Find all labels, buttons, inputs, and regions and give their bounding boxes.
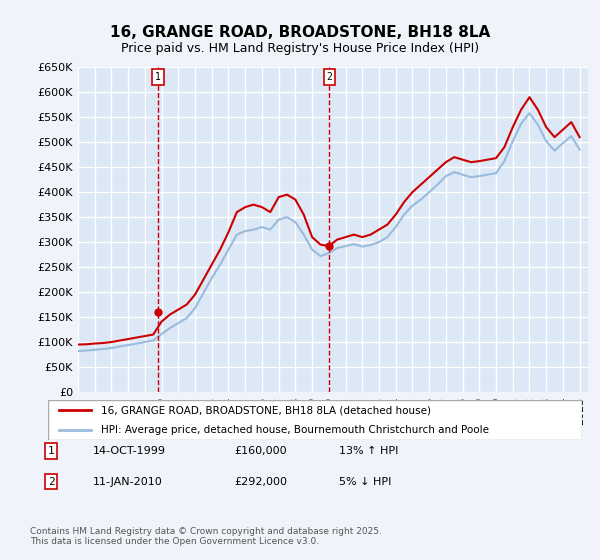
Text: 11-JAN-2010: 11-JAN-2010 bbox=[93, 477, 163, 487]
Text: Price paid vs. HM Land Registry's House Price Index (HPI): Price paid vs. HM Land Registry's House … bbox=[121, 42, 479, 55]
Text: Contains HM Land Registry data © Crown copyright and database right 2025.
This d: Contains HM Land Registry data © Crown c… bbox=[30, 526, 382, 546]
Text: 5% ↓ HPI: 5% ↓ HPI bbox=[339, 477, 391, 487]
FancyBboxPatch shape bbox=[48, 400, 582, 440]
Text: 2: 2 bbox=[326, 72, 332, 82]
Text: £292,000: £292,000 bbox=[234, 477, 287, 487]
Text: 2: 2 bbox=[47, 477, 55, 487]
Text: 1: 1 bbox=[47, 446, 55, 456]
Text: £160,000: £160,000 bbox=[234, 446, 287, 456]
Text: HPI: Average price, detached house, Bournemouth Christchurch and Poole: HPI: Average price, detached house, Bour… bbox=[101, 425, 490, 435]
Text: 16, GRANGE ROAD, BROADSTONE, BH18 8LA: 16, GRANGE ROAD, BROADSTONE, BH18 8LA bbox=[110, 25, 490, 40]
Text: 16, GRANGE ROAD, BROADSTONE, BH18 8LA (detached house): 16, GRANGE ROAD, BROADSTONE, BH18 8LA (d… bbox=[101, 405, 431, 415]
Text: 13% ↑ HPI: 13% ↑ HPI bbox=[339, 446, 398, 456]
Text: 1: 1 bbox=[155, 72, 161, 82]
Text: 14-OCT-1999: 14-OCT-1999 bbox=[93, 446, 166, 456]
